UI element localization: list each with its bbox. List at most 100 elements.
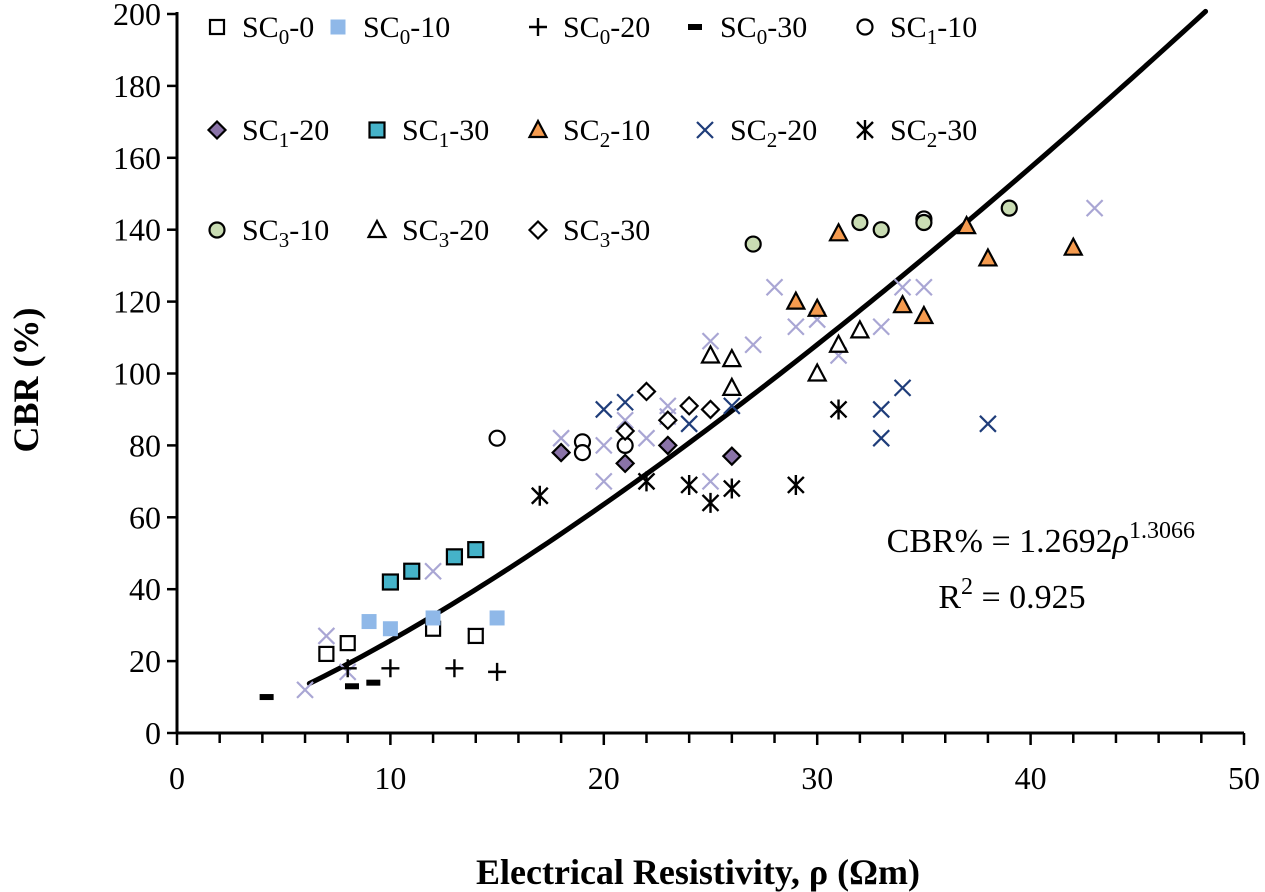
legend-label-suffix: -30: [610, 214, 650, 247]
legend-label: SC1-10: [890, 11, 977, 49]
marker-shape: [700, 399, 721, 420]
legend-label-subscript: 0: [400, 25, 411, 49]
marker-shape: [616, 411, 634, 430]
data-point: [595, 400, 613, 419]
legend-marker: [688, 24, 702, 30]
y-tick-label: 0: [145, 715, 161, 751]
legend-label-base: SC: [242, 114, 279, 147]
marker-shape: [829, 399, 848, 420]
legend-item: SC2-30: [856, 114, 977, 152]
marker-shape: [872, 221, 890, 239]
data-point: [744, 235, 762, 253]
data-point: [913, 304, 935, 325]
data-point: [700, 344, 721, 364]
legend-label: SC0-0: [242, 11, 314, 49]
data-point: [723, 397, 741, 415]
marker-shape: [787, 474, 805, 495]
data-point: [787, 474, 805, 495]
marker-shape: [1000, 199, 1018, 217]
marker-shape: [892, 293, 913, 314]
x-tick-label: 40: [1015, 760, 1047, 796]
data-point: [445, 659, 464, 678]
legend-marker: [330, 19, 346, 35]
legend-item: SC3-30: [527, 214, 650, 252]
legend-label-subscript: 3: [600, 228, 611, 252]
data-point: [616, 411, 634, 430]
data-point: [573, 443, 592, 462]
data-point: [615, 453, 636, 474]
data-point: [381, 659, 400, 678]
marker-shape: [722, 478, 741, 499]
series-SC3-10: [744, 199, 1018, 253]
data-point: [721, 376, 743, 396]
marker-shape: [527, 219, 549, 241]
marker-shape: [552, 429, 570, 447]
legend-label: SC0-20: [563, 11, 650, 49]
data-point: [680, 474, 699, 495]
legend-item: SC2-20: [696, 114, 817, 152]
marker-shape: [488, 662, 507, 681]
legend-item: SC0-10: [330, 11, 450, 49]
marker-shape: [696, 121, 714, 139]
legend-label: SC1-30: [402, 114, 489, 152]
marker-shape: [785, 290, 807, 310]
series-SC0-0: [318, 620, 484, 663]
marker-shape: [765, 278, 784, 296]
series-SC1-30: [381, 541, 485, 591]
series-SC2-20: [595, 379, 997, 447]
legend-label-base: SC: [402, 114, 439, 147]
marker-shape: [366, 218, 388, 239]
legend-item: SC1-10: [856, 11, 977, 49]
legend-label-suffix: -0: [289, 11, 314, 44]
x-tick-label: 20: [588, 760, 620, 796]
legend-label-base: SC: [363, 11, 400, 44]
marker-shape: [382, 621, 398, 637]
data-point: [679, 395, 700, 416]
marker-shape: [381, 659, 400, 678]
marker-shape: [956, 214, 977, 235]
data-point: [366, 679, 381, 686]
legend-label-subscript: 1: [439, 128, 450, 152]
data-point: [722, 478, 741, 499]
marker-shape: [680, 415, 698, 433]
legend-label-subscript: 1: [279, 128, 290, 152]
data-point: [552, 429, 570, 447]
marker-shape: [723, 397, 741, 415]
legend-label: SC3-30: [563, 214, 650, 252]
y-tick-label: 20: [129, 643, 161, 679]
y-tick-label: 200: [113, 0, 161, 32]
marker-shape: [615, 420, 636, 442]
legend-label-base: SC: [890, 11, 927, 44]
legend-label-subscript: 0: [279, 25, 290, 49]
series-SC1-20: [551, 435, 742, 474]
marker-shape: [317, 627, 336, 645]
data-point: [956, 214, 977, 235]
marker-shape: [915, 278, 933, 296]
marker-shape: [806, 362, 828, 382]
data-point: [721, 347, 743, 368]
legend-label-subscript: 3: [439, 228, 450, 252]
data-point: [425, 610, 441, 626]
data-point: [344, 683, 359, 690]
data-point: [915, 278, 933, 296]
series-SC0-30: [259, 679, 381, 701]
marker-shape: [344, 683, 359, 690]
marker-shape: [856, 120, 874, 140]
data-point: [361, 614, 377, 630]
legend-label: SC3-20: [402, 214, 489, 252]
y-tick-label: 180: [113, 68, 161, 104]
legend-label-suffix: -10: [610, 114, 650, 147]
data-point: [892, 293, 913, 314]
marker-shape: [208, 221, 226, 239]
marker-shape: [636, 381, 657, 402]
marker-shape: [366, 679, 381, 686]
marker-shape: [616, 393, 634, 412]
data-point: [318, 645, 335, 663]
marker-shape: [828, 221, 849, 242]
fit-line-group: [306, 8, 1209, 686]
legend-label: SC2-20: [730, 114, 817, 152]
y-tick-label: 100: [113, 356, 161, 392]
legend-item: SC2-10: [527, 114, 650, 152]
marker-shape: [1062, 236, 1084, 256]
legend-marker: [696, 121, 714, 139]
